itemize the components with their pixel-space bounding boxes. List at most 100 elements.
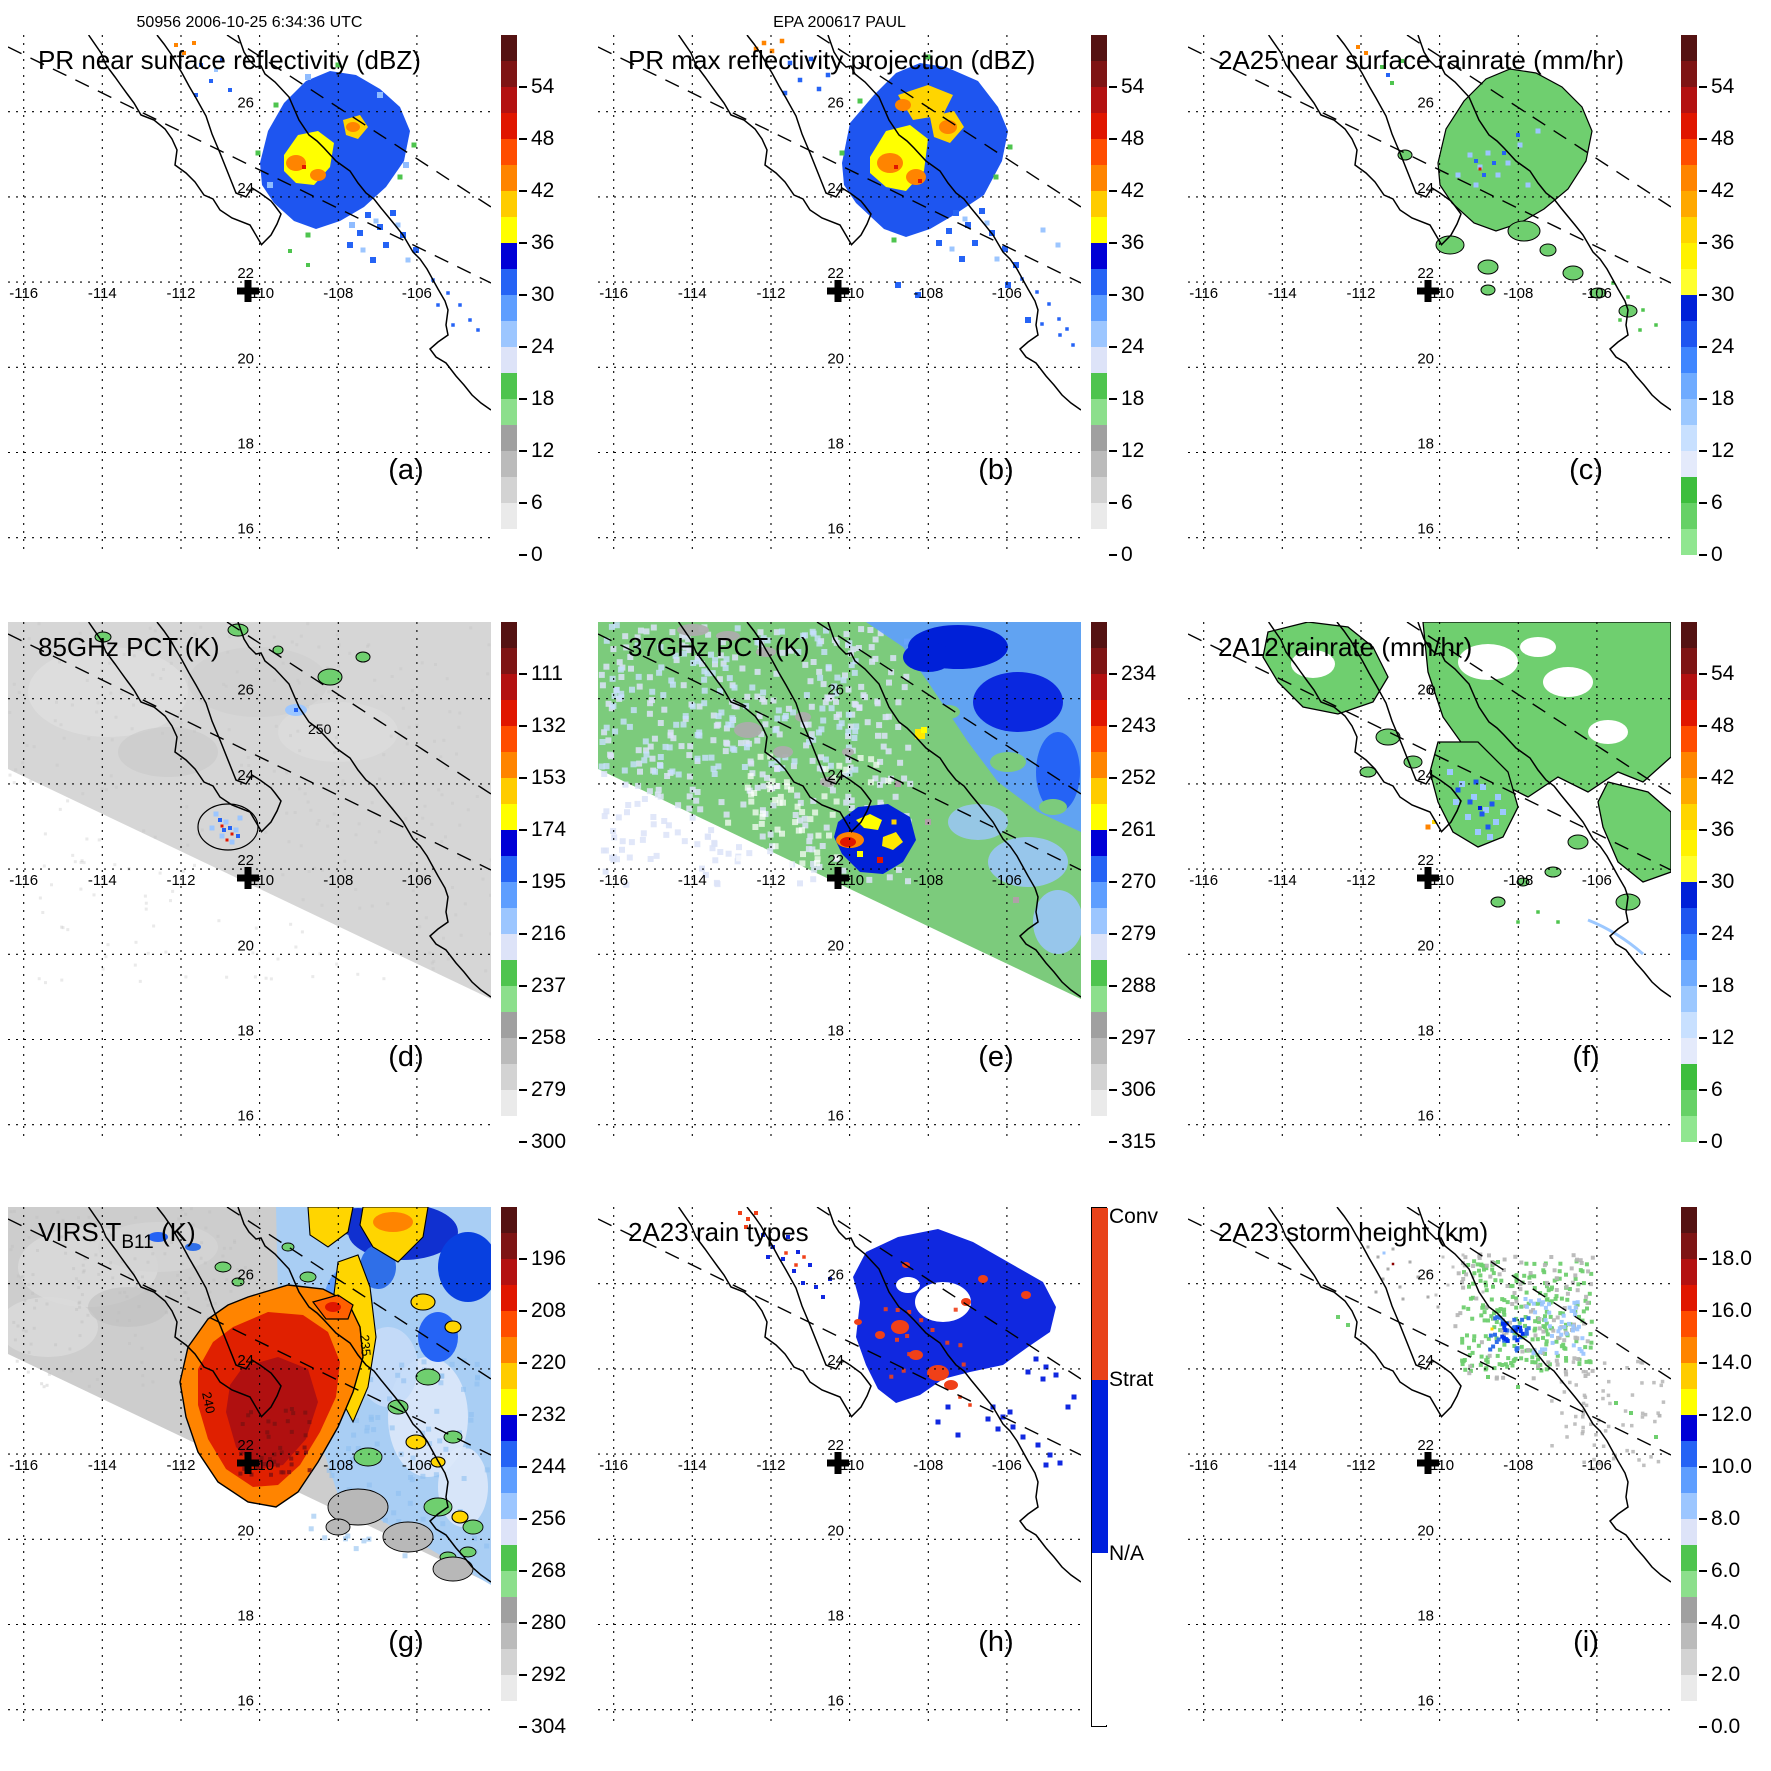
lon-label: -108 — [913, 872, 943, 889]
panel-c-map: -116 -114 -112 -110 -108 -106 26 24 22 20 18 16 2A2… — [1188, 35, 1671, 555]
colorbar-segment — [1681, 61, 1697, 87]
colorbar-tick — [519, 1466, 527, 1468]
colorbar-segment — [501, 61, 517, 87]
lon-label: -106 — [992, 1457, 1022, 1474]
lat-label: 20 — [827, 350, 844, 367]
lat-label: 24 — [237, 180, 254, 197]
colorbar-segment — [1091, 503, 1107, 529]
colorbar-tick — [519, 502, 527, 504]
colorbar-segment — [1681, 830, 1697, 856]
colorbar-tick-label: 14.0 — [1711, 1351, 1752, 1374]
lat-label: 16 — [827, 1693, 844, 1710]
panel-title: PR max reflectivity projection (dBZ) — [628, 45, 1035, 75]
panel-title: 2A23 storm height (km) — [1218, 1217, 1488, 1247]
lat-label: 26 — [1417, 95, 1434, 112]
colorbar-tick-label: 0 — [1711, 543, 1723, 566]
colorbar-segment — [501, 399, 517, 425]
colorbar-segment — [501, 1493, 517, 1519]
colorbar-segment — [1091, 477, 1107, 503]
lat-label: 16 — [827, 521, 844, 538]
colorbar-segment — [1681, 882, 1697, 908]
colorbar-tick-label: 252 — [1121, 766, 1157, 789]
lon-label: -116 — [599, 285, 628, 302]
colorbar-segment — [501, 882, 517, 908]
colorbar-segment — [1681, 934, 1697, 960]
lon-label: -114 — [1268, 1457, 1297, 1474]
contour-label: 235 — [357, 1334, 374, 1357]
colorbar-segment — [501, 700, 517, 726]
colorbar-tick-label: 54 — [1711, 662, 1735, 685]
lon-label: -114 — [678, 872, 707, 889]
colorbar-tick-label: 256 — [531, 1507, 567, 1530]
storm-center-cross — [1417, 867, 1439, 889]
colorbar-tick — [1109, 725, 1117, 727]
colorbar-tick — [1699, 502, 1707, 504]
lat-label: 24 — [1417, 767, 1434, 784]
lat-label: 20 — [1417, 937, 1434, 954]
lon-label: -110 — [245, 1457, 274, 1474]
lat-label: 20 — [827, 937, 844, 954]
lon-label: -112 — [757, 872, 786, 889]
colorbar-segment — [1681, 295, 1697, 321]
colorbar-tick-label: 18 — [1121, 387, 1145, 410]
colorbar-tick-label: 279 — [1121, 922, 1157, 945]
colorbar-segment — [1681, 1623, 1697, 1649]
panel-letter: (f) — [1572, 1041, 1599, 1073]
colorbar-tick-label: 16.0 — [1711, 1299, 1752, 1322]
colorbar-tick — [519, 398, 527, 400]
lon-label: -106 — [402, 872, 432, 889]
panel-title: 2A23 rain types — [628, 1217, 809, 1247]
colorbar-tick-label: 232 — [531, 1403, 567, 1426]
colorbar-tick-label: 48 — [1711, 714, 1735, 737]
colorbar-segment — [501, 139, 517, 165]
colorbar-segment — [1681, 648, 1697, 674]
colorbar-tick — [1699, 1674, 1707, 1676]
colorbar-tick-label: 30 — [1121, 283, 1145, 306]
colorbar-tick — [1109, 933, 1117, 935]
lat-label: 18 — [237, 1608, 254, 1625]
colorbar-tick-label: 244 — [531, 1455, 567, 1478]
colorbar-tick-label: 234 — [1121, 662, 1157, 685]
colorbar-segment — [1091, 61, 1107, 87]
colorbar-segment — [1681, 425, 1697, 451]
colorbar-segment — [1091, 934, 1107, 960]
colorbar-tick — [519, 242, 527, 244]
colorbar-tick — [519, 673, 527, 675]
colorbar-tick — [1699, 1362, 1707, 1364]
colorbar-segment — [501, 986, 517, 1012]
lat-label: 18 — [827, 436, 844, 453]
panel-a: -116 -114 -112 -110 -108 -106 26 24 22 20 18 16 PR … — [0, 30, 591, 571]
lon-label: -110 — [1425, 285, 1454, 302]
colorbar-segment — [501, 243, 517, 269]
colorbar-segment — [1681, 1389, 1697, 1415]
lat-label: 18 — [827, 1608, 844, 1625]
colorbar-tick-label: 12 — [531, 439, 555, 462]
lat-label: 16 — [827, 1108, 844, 1125]
colorbar-segment — [1681, 1233, 1697, 1259]
colorbar-segment — [1681, 35, 1697, 61]
lon-label: -116 — [9, 1457, 38, 1474]
colorbar-segment — [1681, 165, 1697, 191]
colorbar-tick-label: 300 — [531, 1130, 567, 1153]
colorbar-tick — [519, 777, 527, 779]
colorbar-segment — [1091, 295, 1107, 321]
colorbar-tick — [1109, 881, 1117, 883]
lon-label: -108 — [323, 285, 353, 302]
colorbar-tick — [1699, 1310, 1707, 1312]
panel-e: -116 -114 -112 -110 -108 -106 26 24 22 20 18 16 37G… — [590, 617, 1181, 1158]
colorbar-tick-label: 18 — [531, 387, 555, 410]
colorbar-tick-label: 48 — [1711, 127, 1735, 150]
colorbar-tick — [1699, 398, 1707, 400]
colorbar-segment — [501, 191, 517, 217]
lon-label: -112 — [1347, 872, 1376, 889]
colorbar-segment — [501, 87, 517, 113]
colorbar-segment — [1681, 1597, 1697, 1623]
colorbar-segment — [501, 451, 517, 477]
colorbar-tick — [1699, 450, 1707, 452]
colorbar-segment — [501, 165, 517, 191]
colorbar-tick — [519, 1362, 527, 1364]
lon-label: -106 — [402, 285, 432, 302]
colorbar-segment — [501, 1116, 517, 1142]
colorbar-tick — [1109, 829, 1117, 831]
raintype-label: Strat — [1109, 1368, 1154, 1391]
